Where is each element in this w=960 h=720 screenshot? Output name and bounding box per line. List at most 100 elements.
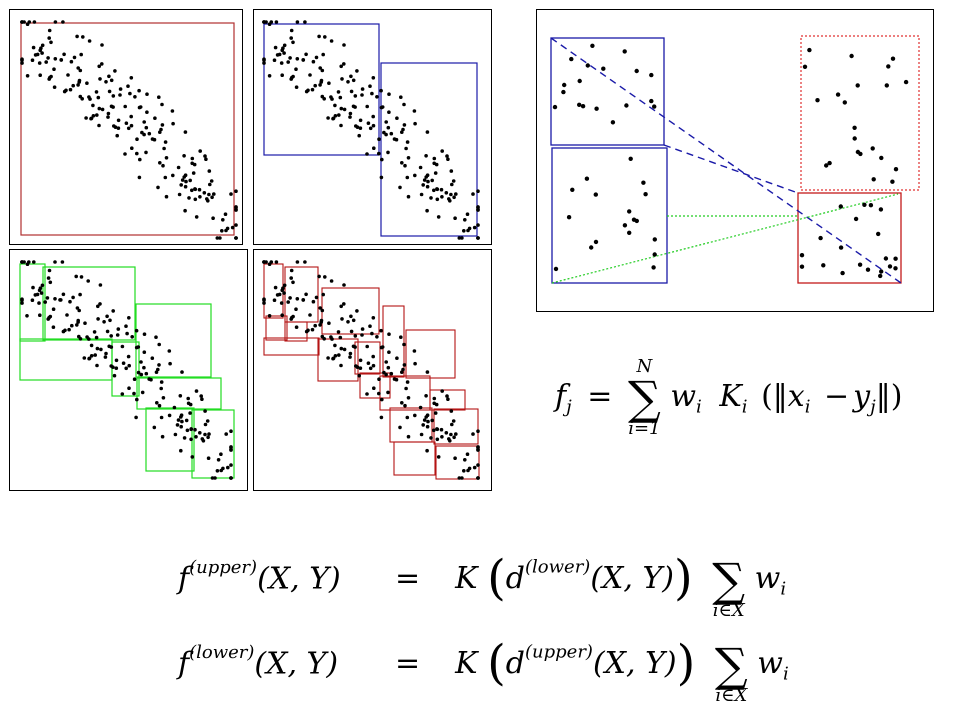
data-point (179, 415, 183, 419)
data-point (86, 279, 90, 283)
data-point (835, 92, 841, 97)
data-point (275, 53, 280, 57)
data-point (457, 476, 462, 480)
data-point (446, 157, 450, 161)
cluster-box (263, 337, 320, 356)
data-point (295, 57, 300, 61)
distance-args: (X, Y) (590, 561, 674, 596)
data-point (426, 179, 430, 184)
data-point (463, 458, 467, 462)
point-cloud (262, 260, 480, 480)
data-point (333, 103, 337, 108)
data-point (158, 130, 162, 134)
data-point (368, 126, 373, 131)
data-point (321, 52, 325, 57)
data-point (47, 268, 52, 273)
data-point (172, 405, 177, 410)
data-point (30, 298, 35, 302)
data-point (379, 88, 383, 93)
data-point (379, 328, 383, 333)
data-point (384, 360, 388, 364)
data-point (893, 256, 898, 261)
data-point (104, 80, 108, 84)
data-point (200, 437, 205, 441)
data-point (288, 296, 292, 300)
data-point (304, 52, 308, 57)
data-point (365, 344, 369, 349)
data-point (33, 293, 38, 297)
data-point (134, 415, 138, 420)
data-point (412, 349, 417, 353)
data-point (308, 313, 312, 317)
data-point (340, 317, 344, 321)
data-point (358, 366, 363, 370)
lhs-args: (X, Y) (257, 561, 341, 596)
data-point (476, 208, 480, 212)
data-point (476, 189, 480, 193)
data-point (47, 77, 51, 81)
data-point (313, 83, 317, 88)
data-point (80, 97, 84, 101)
data-point (570, 187, 575, 192)
data-point (382, 370, 386, 375)
data-point (622, 49, 627, 54)
data-point (627, 209, 632, 214)
data-point (262, 58, 266, 62)
data-point (185, 428, 190, 433)
data-point (380, 157, 384, 162)
lower-distance-line (551, 193, 899, 284)
data-point (593, 239, 599, 245)
data-point (130, 146, 134, 150)
data-point (886, 64, 891, 69)
data-point (425, 184, 430, 189)
data-point (152, 425, 157, 430)
data-point (205, 197, 209, 201)
cluster-box (145, 407, 195, 472)
data-point (360, 93, 364, 97)
data-point (175, 423, 180, 427)
data-point (25, 74, 30, 78)
data-point (78, 68, 83, 73)
data-point (179, 183, 183, 187)
data-point (68, 299, 72, 304)
data-point (348, 355, 352, 359)
data-point (229, 476, 233, 480)
data-point (562, 82, 567, 88)
data-point (229, 192, 233, 196)
data-point (424, 154, 428, 158)
data-point (353, 345, 357, 349)
data-point (190, 161, 194, 166)
data-point (425, 424, 430, 429)
data-point (150, 356, 155, 360)
data-point (440, 435, 444, 439)
data-point (203, 432, 207, 437)
data-point (152, 137, 157, 142)
data-point (449, 409, 454, 413)
data-point (289, 276, 293, 280)
data-point (375, 335, 379, 339)
data-point (139, 360, 143, 364)
data-point (25, 314, 29, 318)
data-point (272, 298, 277, 302)
data-point (311, 59, 316, 64)
weight-sub: i (780, 578, 787, 600)
data-point (342, 283, 346, 287)
data-point (430, 418, 434, 423)
lhs-sup: (lower) (189, 641, 255, 663)
data-point (308, 73, 312, 77)
data-point (413, 413, 417, 418)
data-point (167, 413, 172, 418)
data-point (426, 419, 430, 424)
data-point (229, 429, 233, 433)
data-point (289, 36, 293, 40)
data-point (406, 434, 411, 439)
data-point (190, 156, 195, 161)
data-point (467, 466, 472, 471)
data-point (140, 130, 144, 135)
data-point (194, 389, 199, 393)
data-point (105, 314, 109, 319)
data-point (580, 104, 586, 109)
data-point (135, 397, 139, 402)
data-point (351, 318, 356, 323)
data-point (342, 107, 347, 112)
